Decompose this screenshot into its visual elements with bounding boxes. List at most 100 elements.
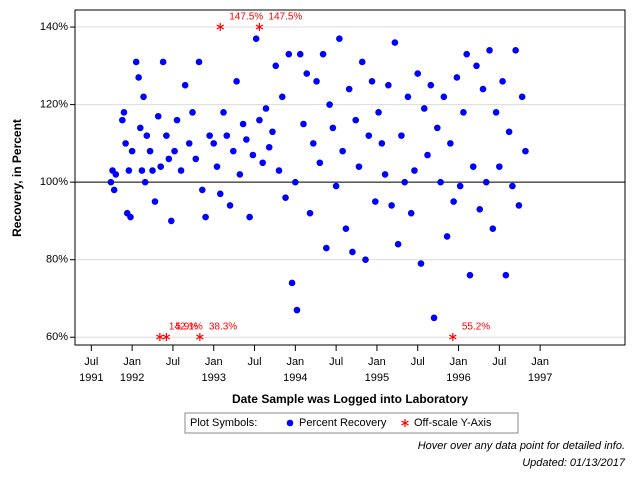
data-point — [440, 93, 448, 101]
data-point — [420, 105, 428, 112]
legend-title: Plot Symbols: — [190, 417, 257, 429]
data-point — [149, 167, 156, 174]
data-point — [226, 202, 234, 209]
data-point — [230, 147, 237, 155]
asterisk-marker — [449, 333, 457, 341]
data-point — [223, 132, 231, 139]
data-point — [417, 260, 425, 267]
data-point — [259, 159, 266, 167]
data-point — [358, 58, 366, 66]
data-point — [466, 271, 474, 279]
data-point — [365, 132, 373, 139]
data-point — [411, 167, 418, 174]
data-point — [213, 163, 221, 170]
data-point — [269, 128, 276, 136]
data-point — [256, 116, 263, 124]
data-point — [512, 47, 519, 54]
data-point — [430, 314, 438, 322]
value-label: 142.1% — [169, 322, 203, 333]
data-point — [388, 202, 395, 209]
data-point — [132, 58, 140, 66]
x-tick-label: Jul 1991 — [79, 356, 103, 384]
data-point — [165, 155, 173, 163]
data-point — [220, 109, 227, 116]
data-point — [119, 116, 126, 124]
data-point — [326, 101, 333, 108]
data-point — [323, 244, 330, 252]
data-point — [362, 256, 369, 263]
asterisk-marker — [216, 23, 225, 31]
data-point — [378, 140, 386, 147]
data-point — [313, 78, 320, 85]
data-point — [300, 120, 307, 128]
data-point — [216, 190, 224, 198]
data-point — [262, 105, 270, 112]
data-point — [265, 143, 273, 151]
data-point — [456, 182, 464, 190]
x-tick-label: Jul — [492, 356, 506, 368]
data-point — [110, 186, 118, 194]
asterisk-stroke — [156, 334, 164, 340]
data-point — [243, 136, 250, 143]
data-point — [352, 116, 360, 124]
data-point — [502, 271, 510, 279]
data-point — [355, 163, 363, 170]
data-point — [210, 140, 218, 147]
x-tick-label: Jul — [247, 356, 261, 368]
data-point — [453, 74, 461, 81]
data-point — [163, 132, 170, 139]
data-point — [401, 178, 408, 186]
x-tick-label: Jan 1993 — [201, 356, 225, 384]
data-point — [146, 147, 154, 155]
data-point — [479, 85, 487, 93]
data-point — [450, 198, 457, 205]
x-tick-label: Jan 1996 — [446, 356, 470, 384]
data-point — [437, 178, 444, 186]
data-point — [443, 233, 451, 240]
y-tick-label: 80% — [46, 254, 68, 266]
asterisk-marker — [196, 333, 204, 341]
data-point — [434, 124, 441, 132]
data-point — [329, 124, 337, 132]
data-point — [424, 151, 431, 159]
data-point — [447, 140, 454, 147]
x-tick-label: Jan 1992 — [120, 356, 144, 384]
data-point — [252, 35, 260, 42]
data-point — [198, 186, 206, 194]
data-point — [319, 50, 327, 58]
x-tick-label: Jul — [411, 356, 425, 368]
data-point — [391, 39, 399, 46]
data-point — [285, 50, 293, 58]
data-point — [332, 182, 340, 190]
data-point — [181, 81, 189, 89]
legend-marker — [286, 419, 294, 427]
data-point — [398, 132, 405, 139]
data-point — [473, 62, 480, 70]
data-point — [339, 147, 346, 155]
data-point — [371, 198, 379, 205]
data-point — [407, 209, 415, 217]
data-point — [202, 213, 209, 221]
x-tick-label: Jul — [329, 356, 343, 368]
data-point — [336, 35, 343, 42]
y-tick-label: 100% — [40, 176, 68, 188]
data-point — [306, 209, 314, 217]
data-point — [309, 140, 317, 147]
legend-label: Off-scale Y-Axis — [414, 417, 492, 429]
value-label: 147.5% — [268, 12, 302, 23]
data-point — [159, 58, 167, 66]
data-point — [151, 198, 159, 205]
asterisk-stroke — [162, 334, 171, 340]
data-point — [249, 151, 257, 159]
footnote: Updated: 01/13/2017 — [522, 457, 626, 469]
data-point — [368, 78, 376, 85]
data-point — [278, 93, 286, 101]
data-point — [136, 124, 144, 132]
data-point — [345, 85, 353, 93]
data-point — [486, 47, 493, 54]
data-point — [296, 50, 304, 58]
data-point — [293, 306, 301, 314]
data-point — [460, 109, 467, 116]
asterisk-marker — [156, 333, 164, 341]
